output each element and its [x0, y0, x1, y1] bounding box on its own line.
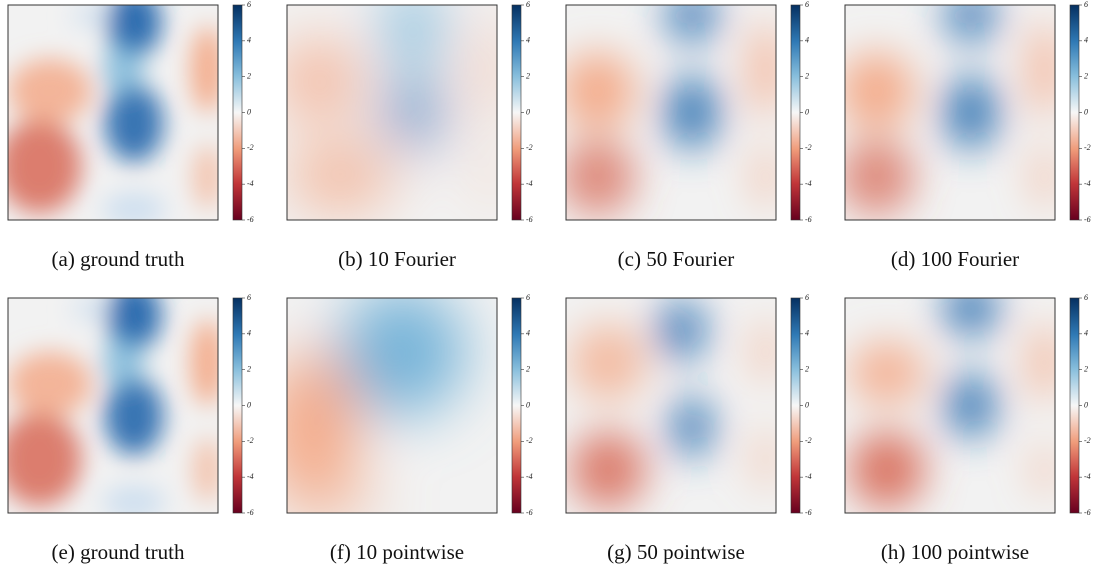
colorbar-tick-label: -4: [805, 179, 812, 188]
colorbar-tick-label: 6: [526, 0, 530, 9]
colorbar-tick-label: 4: [805, 36, 809, 45]
colorbar-tick-label: 6: [247, 293, 251, 302]
colorbar-tick-label: -6: [1084, 215, 1091, 224]
colorbar-tick-label: 2: [805, 364, 809, 373]
colorbar-tick-label: -2: [247, 436, 254, 445]
heatmap-frame: [844, 4, 1056, 221]
heatmap-frame: [565, 4, 777, 221]
colorbar-tick-label: 6: [247, 0, 251, 9]
colorbar-tick-label: -6: [805, 508, 812, 517]
caption: (f) 10 pointwise: [330, 540, 464, 564]
colorbar-tick-label: 4: [247, 36, 251, 45]
colorbar-tick-label: 0: [805, 107, 809, 116]
colorbar-tick-label: 6: [805, 0, 809, 9]
colorbar-tick-label: 4: [1084, 329, 1088, 338]
colorbar: [511, 4, 522, 221]
heatmap-frame: [7, 4, 219, 221]
colorbar-tick-label: 2: [526, 364, 530, 373]
colorbar-tick-label: -6: [526, 215, 533, 224]
colorbar-tick-label: 2: [526, 71, 530, 80]
caption: (g) 50 pointwise: [607, 540, 745, 564]
heatmap: [566, 298, 776, 513]
colorbar-tick-label: -4: [1084, 472, 1091, 481]
heatmap: [8, 298, 218, 513]
colorbar-tick-label: 6: [805, 293, 809, 302]
colorbar-tick-label: 0: [805, 400, 809, 409]
panel: -6 -4 -2 0 2 4 6 (a) ground truth: [7, 0, 254, 271]
colorbar: [1069, 4, 1080, 221]
colorbar-tick-label: 6: [1084, 0, 1088, 9]
colorbar-tick-label: -6: [1084, 508, 1091, 517]
colorbar-tick-label: 0: [526, 400, 530, 409]
colorbar-tick-label: -6: [805, 215, 812, 224]
colorbar: [790, 297, 801, 514]
colorbar-tick-label: 0: [247, 107, 251, 116]
panel: -6 -4 -2 0 2 4 6 (h) 100 pointwise: [844, 293, 1091, 564]
panel: -6 -4 -2 0 2 4 6 (d) 100 Fourier: [844, 0, 1091, 271]
colorbar-tick-label: 2: [805, 71, 809, 80]
colorbar-tick-label: 2: [1084, 364, 1088, 373]
colorbar-tick-label: 2: [1084, 71, 1088, 80]
caption: (b) 10 Fourier: [338, 247, 456, 271]
colorbar: [790, 4, 801, 221]
colorbar-tick-label: 2: [247, 71, 251, 80]
heatmap-frame: [286, 297, 498, 514]
heatmap: [845, 298, 1055, 513]
caption: (c) 50 Fourier: [618, 247, 735, 271]
caption: (d) 100 Fourier: [891, 247, 1019, 271]
heatmap: [287, 5, 497, 220]
heatmap-frame: [286, 4, 498, 221]
colorbar: [232, 4, 243, 221]
colorbar-tick-label: -6: [247, 508, 254, 517]
colorbar-tick-label: -2: [805, 436, 812, 445]
heatmap-frame: [844, 297, 1056, 514]
colorbar-tick-label: 4: [526, 329, 530, 338]
colorbar-tick-label: -4: [526, 472, 533, 481]
heatmap: [8, 5, 218, 220]
heatmap-frame: [7, 297, 219, 514]
colorbar: [232, 297, 243, 514]
colorbar-tick-label: 0: [1084, 107, 1088, 116]
heatmap-frame: [565, 297, 777, 514]
colorbar-tick-label: -2: [805, 143, 812, 152]
colorbar: [1069, 297, 1080, 514]
caption: (e) ground truth: [52, 540, 185, 564]
caption: (a) ground truth: [52, 247, 185, 271]
heatmap: [566, 5, 776, 220]
colorbar-tick-label: -2: [1084, 143, 1091, 152]
colorbar-tick-label: -4: [805, 472, 812, 481]
panel: -6 -4 -2 0 2 4 6 (e) ground truth: [7, 293, 254, 564]
colorbar-tick-label: 4: [247, 329, 251, 338]
colorbar-tick-label: -4: [247, 179, 254, 188]
colorbar: [511, 297, 522, 514]
colorbar-tick-label: -6: [526, 508, 533, 517]
colorbar-tick-label: 0: [1084, 400, 1088, 409]
colorbar-tick-label: 6: [526, 293, 530, 302]
panel: -6 -4 -2 0 2 4 6 (b) 10 Fourier: [286, 0, 533, 271]
colorbar-tick-label: -2: [526, 143, 533, 152]
colorbar-tick-label: -2: [1084, 436, 1091, 445]
colorbar-tick-label: 0: [526, 107, 530, 116]
colorbar-tick-label: 4: [1084, 36, 1088, 45]
heatmap: [287, 298, 497, 513]
colorbar-tick-label: -4: [1084, 179, 1091, 188]
panel: -6 -4 -2 0 2 4 6 (f) 10 pointwise: [286, 293, 533, 564]
colorbar-tick-label: 4: [805, 329, 809, 338]
colorbar-tick-label: -2: [526, 436, 533, 445]
heatmap: [845, 5, 1055, 220]
caption: (h) 100 pointwise: [881, 540, 1029, 564]
colorbar-tick-label: 6: [1084, 293, 1088, 302]
colorbar-tick-label: -6: [247, 215, 254, 224]
colorbar-tick-label: 4: [526, 36, 530, 45]
colorbar-tick-label: 0: [247, 400, 251, 409]
colorbar-tick-label: -2: [247, 143, 254, 152]
panel: -6 -4 -2 0 2 4 6 (g) 50 pointwise: [565, 293, 812, 564]
colorbar-tick-label: -4: [526, 179, 533, 188]
colorbar-tick-label: 2: [247, 364, 251, 373]
panel: -6 -4 -2 0 2 4 6 (c) 50 Fourier: [565, 0, 812, 271]
colorbar-tick-label: -4: [247, 472, 254, 481]
